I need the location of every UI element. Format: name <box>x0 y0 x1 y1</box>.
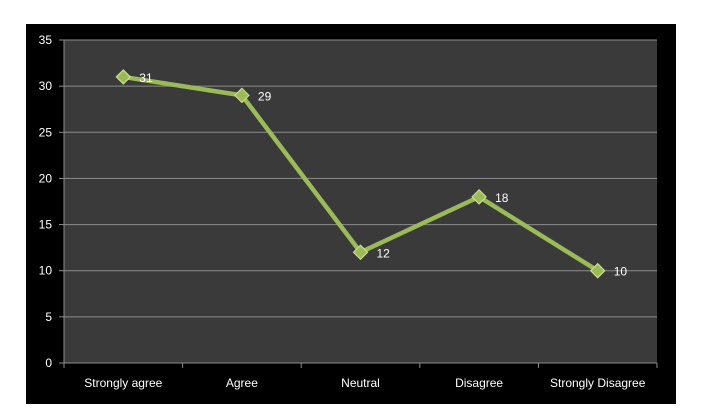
diamond-marker <box>115 69 132 85</box>
diamond-marker <box>234 87 250 104</box>
data-label: 31 <box>139 71 153 85</box>
data-label: 29 <box>258 89 272 103</box>
diamond-marker <box>471 189 487 205</box>
data-labels: 31 29 12 18 10 <box>139 71 627 279</box>
series-markers <box>115 69 606 279</box>
gridlines <box>64 39 657 318</box>
x-tick-label: Strongly Disagree <box>550 376 646 390</box>
y-axis-tick-labels: 0 5 10 15 20 25 30 35 <box>39 33 53 370</box>
y-tick-label: 5 <box>45 310 52 324</box>
y-tick-label: 30 <box>39 79 53 93</box>
chart-container: 0 5 10 15 20 25 30 35 Strongly agree Agree Neutra… <box>26 24 676 404</box>
x-tick-label: Neutral <box>341 376 380 390</box>
x-tick-label: Agree <box>226 376 258 390</box>
diamond-marker <box>352 244 369 261</box>
axes <box>59 39 658 368</box>
x-axis-tick-labels: Strongly agree Agree Neutral Disagree Strong… <box>84 376 645 390</box>
diamond-marker <box>589 262 606 279</box>
y-tick-label: 20 <box>39 171 53 185</box>
plot-area <box>64 40 657 363</box>
data-label: 10 <box>614 265 628 279</box>
y-tick-label: 15 <box>39 218 53 232</box>
x-tick-label: Disagree <box>455 376 503 390</box>
x-tick-label: Strongly agree <box>84 376 162 390</box>
y-tick-label: 10 <box>39 264 53 278</box>
y-tick-label: 0 <box>45 356 52 370</box>
data-label: 18 <box>495 191 509 205</box>
y-tick-label: 35 <box>39 33 53 47</box>
data-label: 12 <box>377 246 391 260</box>
y-tick-label: 25 <box>39 125 53 139</box>
line-chart: 0 5 10 15 20 25 30 35 Strongly agree Agree Neutra… <box>39 33 658 390</box>
